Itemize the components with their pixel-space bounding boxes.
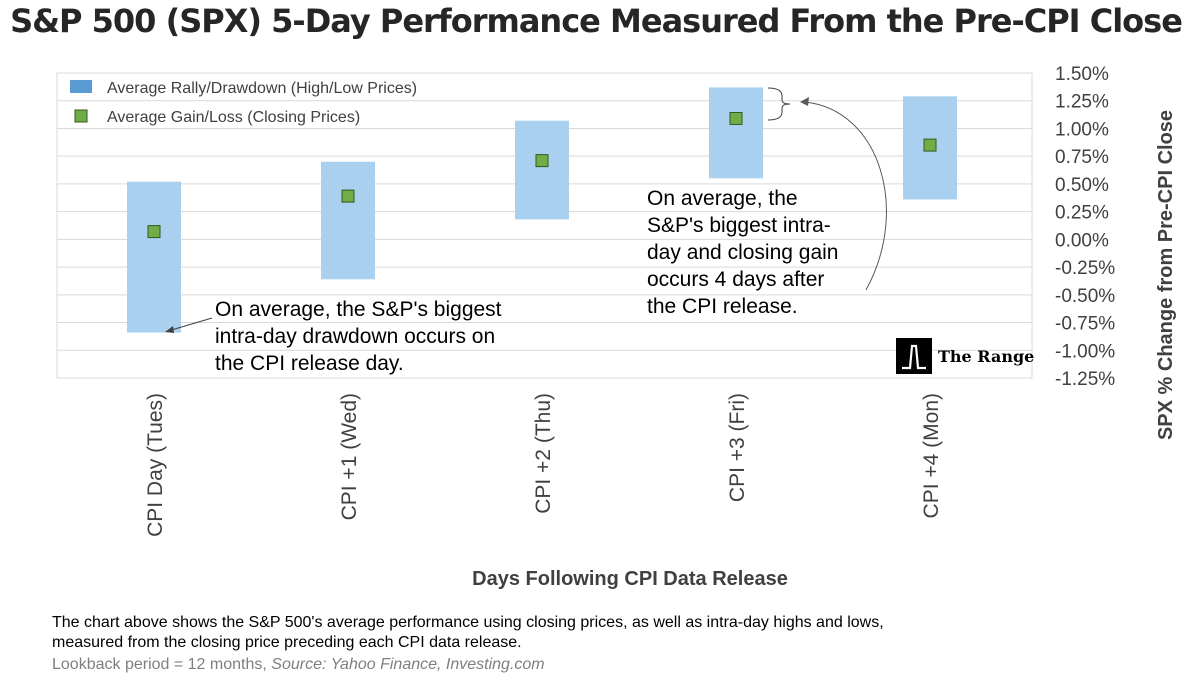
y-tick-label: -1.25% — [1055, 369, 1115, 390]
x-tick-label: CPI +4 (Mon) — [920, 393, 943, 518]
x-tick-label: CPI +2 (Thu) — [532, 393, 555, 514]
legend-range-label: Average Rally/Drawdown (High/Low Prices) — [107, 80, 417, 97]
drawdown-arrowhead — [165, 326, 174, 333]
y-axis-ticks: 1.50% 1.25% 1.00% 0.75% 0.50% 0.25% 0.00% -0.25… — [1055, 64, 1115, 390]
source-text: Source: Yahoo Finance, Investing.com — [271, 656, 545, 673]
lookback-text: Lookback period = 12 months, — [52, 656, 267, 673]
y-tick-label: 0.50% — [1055, 175, 1109, 196]
close-point — [923, 138, 937, 152]
range-bar — [127, 181, 181, 333]
legend-range-swatch — [70, 80, 92, 93]
close-point — [341, 189, 355, 203]
source-line: Lookback period = 12 months, Source: Yah… — [52, 655, 545, 675]
close-point — [535, 154, 549, 168]
plot-area — [56, 72, 1033, 379]
gain-annotation-line: occurs 4 days after — [647, 268, 825, 291]
x-axis-label: Days Following CPI Data Release — [472, 568, 788, 590]
drawdown-annotation-line: the CPI release day. — [215, 352, 404, 375]
y-tick-label: 1.25% — [1055, 92, 1109, 113]
y-tick-label: -0.25% — [1055, 258, 1115, 279]
y-axis-label: SPX % Change from Pre-CPI Close — [1155, 110, 1177, 440]
range-bar — [321, 161, 375, 280]
drawdown-annotation-line: On average, the S&P's biggest — [215, 298, 502, 321]
close-point — [729, 111, 743, 125]
x-axis-ticks: CPI Day (Tues) CPI +1 (Wed) CPI +2 (Thu) CP… — [144, 393, 943, 537]
y-tick-label: -0.50% — [1055, 286, 1115, 307]
gain-annotation: On average, the S&P's biggest intra- day… — [647, 185, 838, 320]
drawdown-annotation-line: intra-day drawdown occurs on — [215, 325, 496, 348]
y-tick-label: 1.50% — [1055, 64, 1109, 85]
the-range-logo: The Range — [896, 338, 1034, 374]
y-tick-label: 0.25% — [1055, 203, 1109, 224]
range-bar — [709, 87, 763, 179]
close-points — [147, 111, 937, 239]
range-bars — [127, 87, 957, 333]
drawdown-arrow — [167, 317, 213, 332]
gain-annotation-line: the CPI release. — [647, 295, 798, 318]
gain-annotation-line: day and closing gain — [647, 241, 839, 264]
range-bar — [515, 120, 569, 220]
logo-mark-icon — [896, 338, 932, 374]
y-tick-label: 0.00% — [1055, 230, 1109, 251]
legend-close-swatch — [74, 109, 88, 123]
y-tick-label: 1.00% — [1055, 119, 1109, 140]
drawdown-annotation: On average, the S&P's biggest intra-day … — [215, 296, 502, 377]
y-tick-label: -1.00% — [1055, 341, 1115, 362]
gain-annotation-line: S&P's biggest intra- — [647, 214, 831, 237]
x-tick-label: CPI +1 (Wed) — [338, 393, 361, 520]
close-point — [147, 225, 161, 239]
chart-footnote: The chart above shows the S&P 500's aver… — [52, 614, 884, 651]
legend: Average Rally/Drawdown (High/Low Prices)… — [70, 80, 417, 126]
y-tick-label: 0.75% — [1055, 147, 1109, 168]
x-tick-label: CPI Day (Tues) — [144, 393, 167, 537]
logo-text: The Range — [938, 346, 1035, 366]
gain-arrow — [804, 101, 887, 291]
gain-arrowhead — [800, 97, 809, 106]
gain-annotation-line: On average, the — [647, 187, 798, 210]
y-tick-label: -0.75% — [1055, 314, 1115, 335]
x-tick-label: CPI +3 (Fri) — [726, 393, 749, 502]
legend-close-label: Average Gain/Loss (Closing Prices) — [107, 109, 360, 126]
chart-title: S&P 500 (SPX) 5-Day Performance Measured… — [10, 2, 1183, 40]
gain-bracket — [767, 87, 791, 121]
